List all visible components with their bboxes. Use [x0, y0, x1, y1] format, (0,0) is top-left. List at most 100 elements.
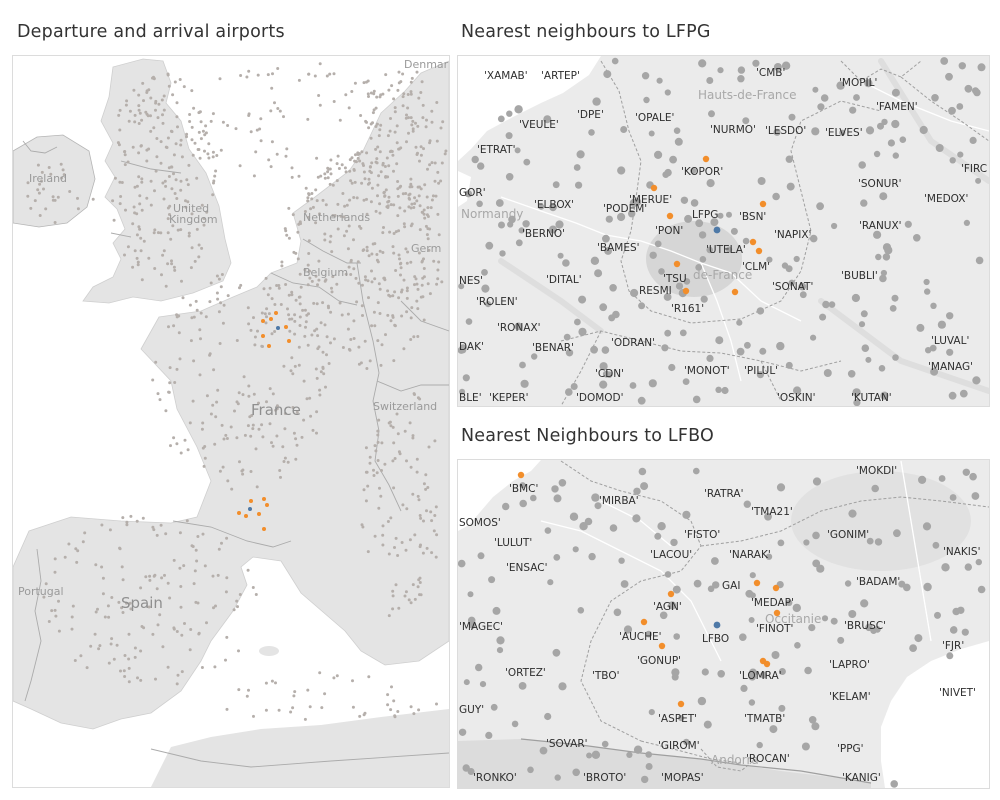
neighbour-airport[interactable]: [667, 590, 675, 598]
airport-dot: [199, 311, 203, 315]
neighbour-airport[interactable]: [666, 212, 674, 220]
country-label: Kingdom: [169, 213, 218, 226]
airport-dot: [402, 347, 406, 351]
neighbour-airport[interactable]: [731, 288, 739, 296]
airport-dot: [387, 614, 391, 618]
neighbour-airport[interactable]: [763, 660, 771, 668]
airport-dot: [551, 485, 559, 493]
airport-dot: [428, 139, 432, 143]
neighbour-airport[interactable]: [682, 287, 690, 295]
airport-dot: [101, 592, 105, 596]
airport-dot: [211, 403, 215, 407]
waypoint-label: GAI: [722, 580, 740, 592]
neighbour-airport[interactable]: [677, 700, 685, 708]
airport-dot: [572, 768, 580, 777]
airport-dot: [172, 558, 176, 562]
airport-dot: [321, 350, 325, 354]
airport-dot: [207, 142, 211, 146]
neighbour-airport[interactable]: [517, 471, 525, 479]
airport-dot: [419, 295, 423, 299]
neighbour-airport[interactable]: [753, 579, 761, 587]
airport-dot: [174, 178, 178, 182]
airport-dot: [255, 128, 259, 132]
airport-dot: [576, 150, 585, 159]
airport-dot: [259, 117, 263, 121]
airport-dot: [137, 104, 141, 108]
overview-map[interactable]: DenmarkIrelandUnitedKingdomNetherlandsGe…: [12, 55, 450, 788]
airport-dot: [36, 163, 40, 167]
airport-dot: [420, 210, 424, 214]
neighbour-airport[interactable]: [673, 260, 681, 268]
neighbour-airport[interactable]: [749, 238, 757, 246]
airport-dot: [125, 520, 129, 524]
airport-dot: [467, 768, 475, 775]
neighbour-airport[interactable]: [650, 184, 658, 192]
airport-dot: [59, 162, 63, 166]
airport-dot: [123, 150, 127, 153]
airport-dot: [710, 218, 719, 227]
country-labels: DenmarkIrelandUnitedKingdomNetherlandsGe…: [18, 58, 449, 612]
airport-dot: [892, 152, 899, 159]
hub-airport[interactable]: [713, 621, 721, 629]
airport-dot: [133, 211, 137, 215]
neighbour-airport[interactable]: [702, 155, 710, 163]
airport-dot: [940, 57, 949, 65]
hub-airport[interactable]: [713, 226, 721, 234]
highlighted-airport-dot: [284, 325, 288, 329]
airport-dot: [374, 449, 378, 453]
airport-dot: [373, 444, 377, 448]
neighbour-airport[interactable]: [772, 584, 780, 592]
airport-dot: [260, 423, 264, 427]
airport-dot: [657, 522, 666, 531]
highlighted-airport-dot: [287, 339, 291, 343]
airport-dot: [396, 214, 400, 218]
highlighted-airport-dot: [262, 527, 266, 531]
airport-dot: [172, 265, 176, 269]
airport-dot: [396, 194, 400, 198]
airport-dot: [251, 427, 255, 431]
lfpg-neighbour-map[interactable]: Hauts-de-France Normandy de-France 'XAMAB'…: [457, 55, 990, 407]
airport-dot: [213, 665, 217, 669]
airport-dot: [391, 153, 395, 157]
airport-dot: [700, 295, 708, 303]
neighbour-airport[interactable]: [773, 609, 781, 617]
airport-dot: [196, 148, 200, 151]
neighbour-airport[interactable]: [658, 642, 666, 650]
overview-map-canvas[interactable]: DenmarkIrelandUnitedKingdomNetherlandsGe…: [13, 56, 449, 787]
waypoint-label: 'TMA21': [751, 506, 793, 518]
airport-dot: [411, 434, 415, 438]
waypoint-label: 'BSN': [739, 211, 766, 223]
airport-dot: [166, 581, 170, 585]
airport-dot: [370, 269, 373, 273]
airport-dot: [352, 238, 355, 242]
airport-dot: [26, 194, 30, 198]
neighbour-airport[interactable]: [759, 200, 767, 208]
airport-dot: [851, 293, 861, 303]
airport-dot: [120, 606, 124, 610]
airport-dot: [237, 391, 241, 395]
airport-dot: [433, 439, 437, 443]
airport-dot: [217, 547, 221, 551]
waypoint-label: DAK': [459, 341, 484, 353]
airport-dot: [368, 455, 372, 459]
airport-dot: [267, 158, 271, 162]
airport-dot: [383, 462, 387, 466]
airport-dot: [318, 212, 321, 216]
airport-dot: [149, 179, 153, 183]
airport-dot: [174, 142, 178, 146]
airport-dot: [273, 101, 276, 105]
airport-dot: [879, 274, 887, 283]
airport-dot: [866, 537, 874, 545]
neighbour-airport[interactable]: [755, 247, 763, 255]
airport-dot: [592, 97, 601, 106]
airport-dot: [656, 77, 663, 84]
airport-dot: [684, 214, 693, 223]
airport-dot: [177, 331, 181, 335]
neighbour-airport[interactable]: [640, 618, 648, 626]
airport-dot: [404, 590, 408, 594]
airport-dot: [570, 383, 578, 390]
airport-dot: [117, 600, 121, 604]
lfbo-neighbour-map[interactable]: Occitanie Andorra 'MOKDI' 'BMC' 'RATRA' 'MIR…: [457, 459, 990, 789]
